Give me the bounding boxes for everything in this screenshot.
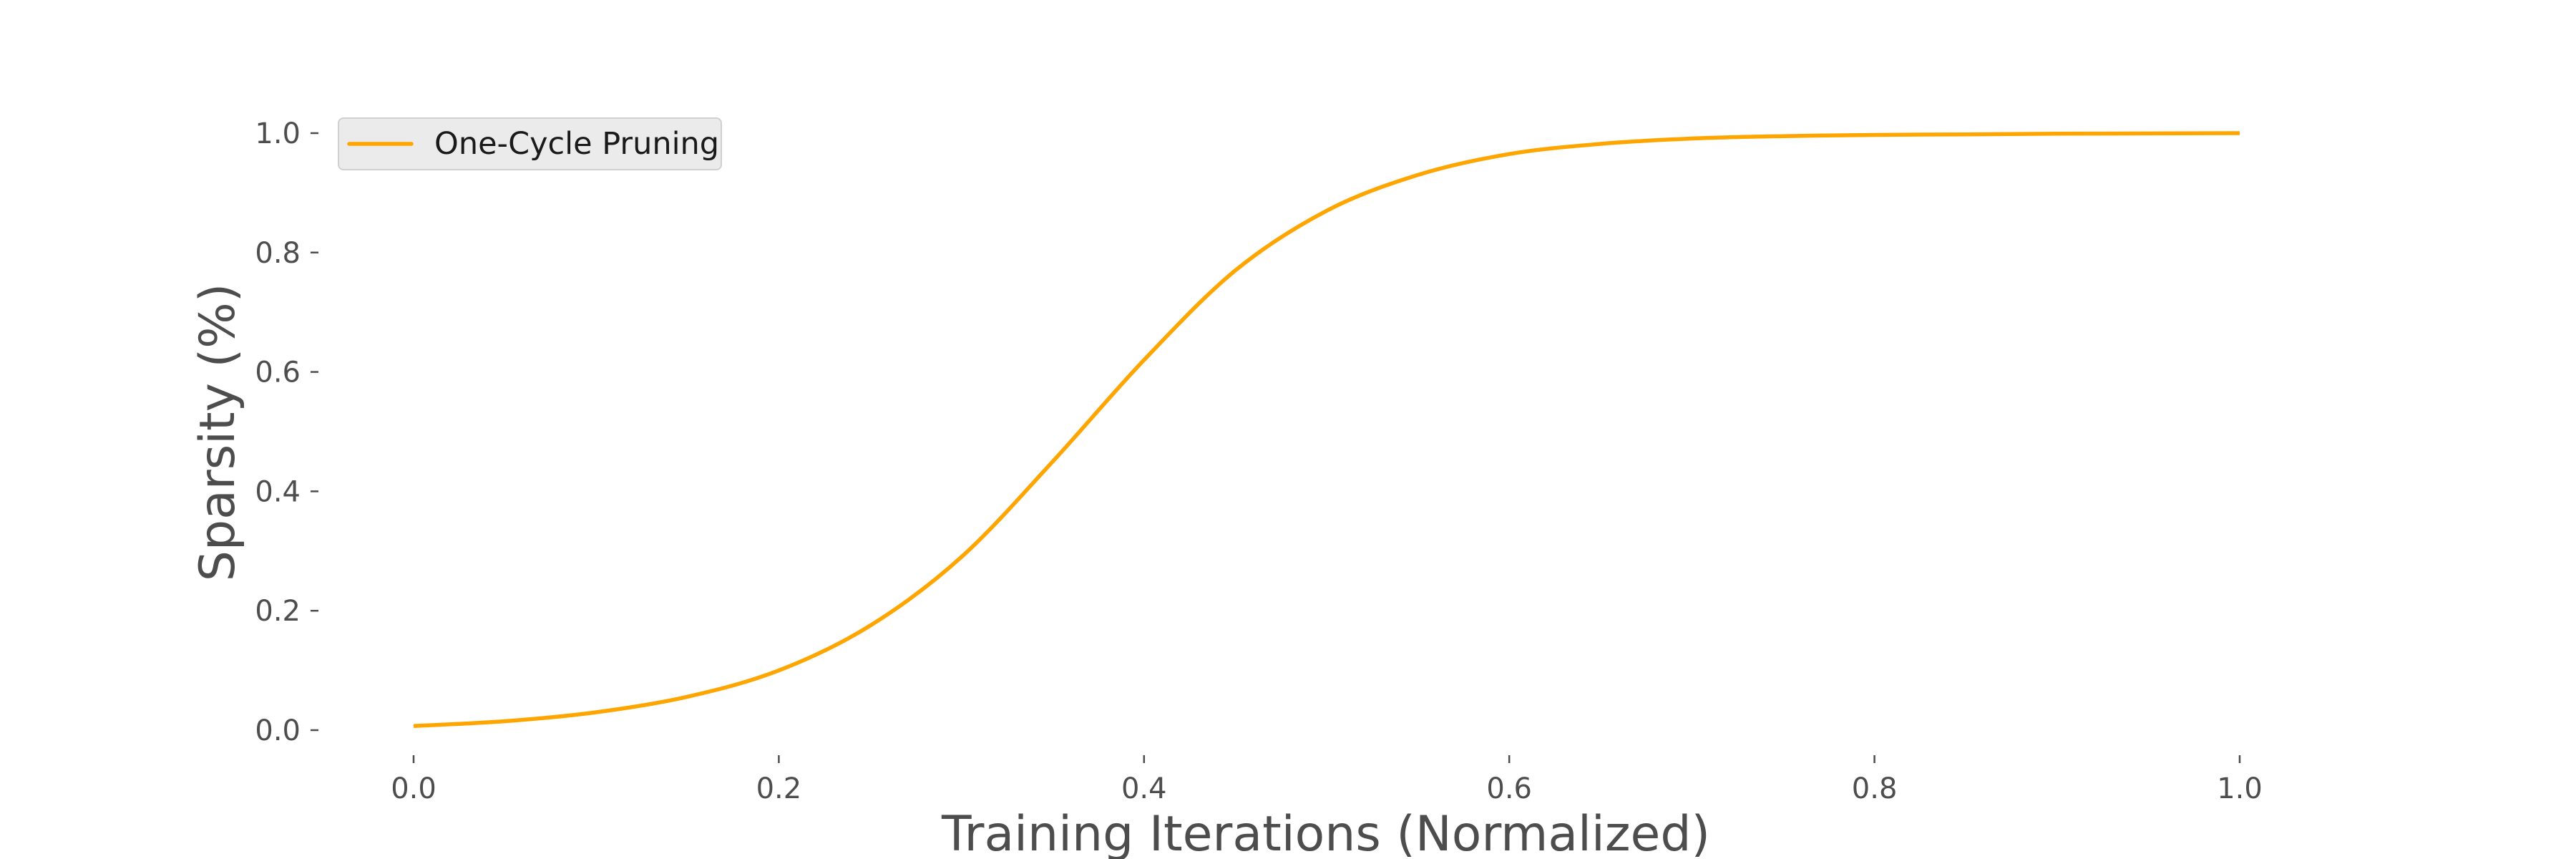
y-tick-label: 0.0 — [255, 714, 301, 747]
x-tick-label: 0.8 — [1852, 772, 1898, 805]
x-tick-label: 0.2 — [756, 772, 802, 805]
series-layer — [413, 131, 2240, 728]
y-tick-label: 0.6 — [255, 356, 301, 389]
x-tick-label: 1.0 — [2217, 772, 2263, 805]
y-tick-label: 1.0 — [255, 117, 301, 150]
y-tick-label: 0.8 — [255, 237, 301, 270]
legend: One-Cycle Pruning — [338, 117, 722, 170]
y-axis-ticks: 0.0 0.2 0.4 0.6 0.8 1.0 — [255, 117, 318, 747]
legend-label-one-cycle-pruning: One-Cycle Pruning — [434, 126, 719, 162]
y-tick-label: 0.2 — [255, 595, 301, 628]
x-axis-ticks: 0.0 0.2 0.4 0.6 0.8 1.0 — [391, 755, 2263, 805]
y-tick-label: 0.4 — [255, 475, 301, 508]
series-line-one-cycle-pruning — [413, 131, 2240, 728]
legend-box — [338, 117, 722, 170]
y-axis-label: Sparsity (%) — [190, 283, 246, 581]
x-tick-label: 0.4 — [1121, 772, 1167, 805]
x-tick-label: 0.0 — [391, 772, 436, 805]
x-axis-label: Training Iterations (Normalized) — [941, 806, 1710, 859]
x-tick-label: 0.6 — [1486, 772, 1532, 805]
